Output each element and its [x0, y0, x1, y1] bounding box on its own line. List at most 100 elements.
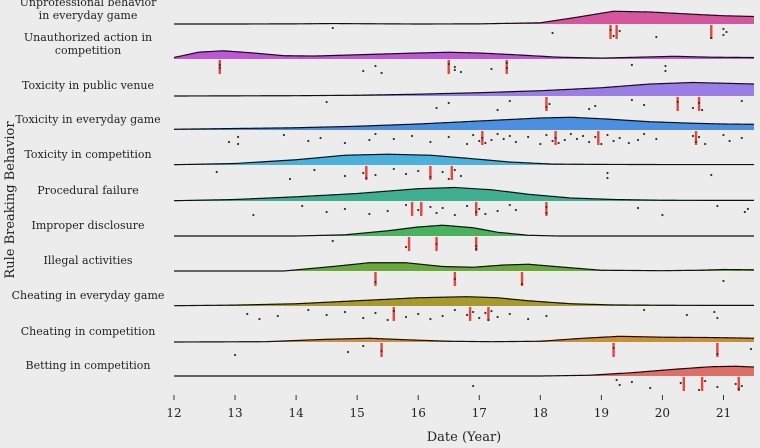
data-point-toxicity-in-everyday-game — [722, 133, 725, 137]
data-point-cheating-in-everyday-game — [392, 309, 395, 313]
median-marker-unprofessional-behavior-in-everyday-game — [710, 25, 713, 39]
data-point-toxicity-in-competition — [447, 177, 450, 181]
category-label-illegal-activities: Illegal activities — [44, 254, 133, 267]
median-marker-procedural-failure — [420, 202, 423, 216]
y-axis-title: Rule Breaking Behavior — [3, 121, 18, 279]
data-point-toxicity-in-public-venue — [630, 98, 633, 102]
data-point-toxicity-in-everyday-game — [508, 134, 511, 138]
data-point-cheating-in-everyday-game — [429, 317, 432, 321]
data-point-unauthorized-action-in-competition — [374, 64, 377, 68]
data-point-improper-disclosure — [404, 245, 408, 249]
data-point-toxicity-in-everyday-game — [563, 138, 566, 142]
data-point-unauthorized-action-in-competition — [453, 68, 456, 72]
category-label-unauthorized-action-in-competition: Unauthorized action in — [24, 31, 152, 44]
category-label-toxicity-in-everyday-game: Toxicity in everyday game — [15, 113, 160, 126]
ridge-unprofessional-behavior-in-everyday-game — [174, 10, 755, 40]
data-point-toxicity-in-competition — [441, 170, 444, 174]
density-area-unprofessional-behavior-in-everyday-game — [174, 11, 754, 24]
median-marker-procedural-failure — [410, 202, 414, 216]
x-tick-label-16: 16 — [411, 406, 426, 420]
data-point-cheating-in-everyday-game — [465, 313, 469, 317]
median-marker-cheating-in-everyday-game — [487, 307, 490, 321]
data-point-unprofessional-behavior-in-everyday-game — [551, 31, 554, 35]
data-point-procedural-failure — [252, 213, 255, 217]
density-area-toxicity-in-public-venue — [174, 82, 754, 96]
data-point-toxicity-in-everyday-game — [636, 138, 640, 142]
data-point-unauthorized-action-in-competition — [664, 64, 667, 68]
data-point-unauthorized-action-in-competition — [453, 65, 456, 69]
density-area-cheating-in-competition — [174, 336, 754, 342]
median-marker-toxicity-in-everyday-game — [597, 131, 600, 145]
data-point-betting-in-competition — [740, 384, 743, 388]
data-point-procedural-failure — [429, 205, 432, 209]
data-point-toxicity-in-everyday-game — [465, 142, 469, 146]
data-point-procedural-failure — [636, 206, 640, 210]
density-outline-cheating-in-everyday-game — [173, 296, 754, 307]
data-point-unauthorized-action-in-competition — [630, 63, 633, 67]
data-point-procedural-failure — [404, 203, 408, 207]
data-point-cheating-in-everyday-game — [374, 311, 377, 315]
ridge-cheating-in-everyday-game — [173, 296, 754, 322]
data-point-cheating-in-competition — [612, 346, 615, 350]
category-label-procedural-failure: Procedural failure — [37, 184, 138, 197]
data-point-toxicity-in-competition — [374, 173, 377, 177]
data-point-procedural-failure — [545, 211, 548, 215]
data-point-toxicity-in-everyday-game — [392, 137, 395, 141]
data-point-cheating-in-everyday-game — [472, 310, 475, 314]
data-point-improper-disclosure — [331, 239, 334, 243]
data-point-cheating-in-everyday-game — [545, 314, 548, 318]
data-point-toxicity-in-public-venue — [447, 101, 450, 105]
data-point-toxicity-in-competition — [365, 176, 368, 180]
x-tick-label-13: 13 — [227, 406, 242, 420]
data-point-unprofessional-behavior-in-everyday-game — [612, 34, 615, 38]
data-point-toxicity-in-everyday-game — [627, 141, 630, 145]
data-point-toxicity-in-public-venue — [643, 103, 646, 107]
data-point-toxicity-in-everyday-game — [481, 136, 484, 140]
median-marker-betting-in-competition — [737, 377, 740, 391]
data-point-toxicity-in-everyday-game — [343, 141, 347, 145]
data-point-cheating-in-everyday-game — [490, 309, 493, 313]
data-point-toxicity-in-everyday-game — [368, 138, 371, 142]
data-point-toxicity-in-public-venue — [545, 105, 548, 109]
data-point-cheating-in-competition — [749, 347, 753, 351]
ridge-procedural-failure — [173, 186, 754, 217]
density-outline-toxicity-in-everyday-game — [173, 116, 755, 130]
data-point-unauthorized-action-in-competition — [664, 69, 667, 73]
data-point-illegal-activities — [520, 282, 524, 286]
data-point-toxicity-in-everyday-game — [643, 132, 646, 136]
median-marker-cheating-in-competition — [612, 343, 615, 357]
data-point-toxicity-in-everyday-game — [490, 138, 493, 142]
data-point-toxicity-in-competition — [453, 168, 456, 172]
data-point-unprofessional-behavior-in-everyday-game — [722, 33, 725, 37]
median-marker-toxicity-in-public-venue — [545, 97, 548, 111]
data-point-toxicity-in-everyday-game — [307, 139, 310, 143]
x-tick-label-12: 12 — [166, 406, 181, 420]
data-point-procedural-failure — [514, 208, 517, 212]
data-point-toxicity-in-everyday-game — [282, 133, 285, 137]
data-point-toxicity-in-competition — [459, 174, 463, 178]
data-point-toxicity-in-competition — [288, 177, 292, 181]
data-point-toxicity-in-everyday-game — [237, 135, 240, 139]
data-point-cheating-in-everyday-game — [417, 312, 420, 316]
data-point-toxicity-in-everyday-game — [694, 140, 698, 144]
density-area-toxicity-in-competition — [174, 154, 754, 165]
data-point-toxicity-in-public-venue — [588, 107, 591, 111]
data-point-unprofessional-behavior-in-everyday-game — [609, 28, 612, 32]
density-outline-unauthorized-action-in-competition — [173, 50, 755, 59]
data-point-toxicity-in-everyday-game — [514, 140, 517, 144]
data-point-cheating-in-everyday-game — [713, 310, 716, 314]
density-outline-betting-in-competition — [174, 365, 755, 377]
data-point-improper-disclosure — [475, 247, 478, 251]
category-label-cheating-in-everyday-game: Cheating in everyday game — [12, 289, 165, 302]
data-point-procedural-failure — [301, 204, 304, 208]
data-point-toxicity-in-everyday-game — [374, 132, 377, 136]
data-point-toxicity-in-everyday-game — [447, 135, 450, 139]
data-point-procedural-failure — [545, 205, 548, 209]
density-area-cheating-in-everyday-game — [174, 296, 754, 306]
data-point-cheating-in-everyday-game — [404, 315, 408, 319]
data-point-betting-in-competition — [737, 387, 740, 391]
category-label-unauthorized-action-in-competition: competition — [55, 44, 121, 57]
data-point-toxicity-in-everyday-game — [704, 142, 707, 146]
data-point-toxicity-in-public-venue — [508, 99, 511, 103]
data-point-toxicity-in-public-venue — [697, 101, 701, 105]
